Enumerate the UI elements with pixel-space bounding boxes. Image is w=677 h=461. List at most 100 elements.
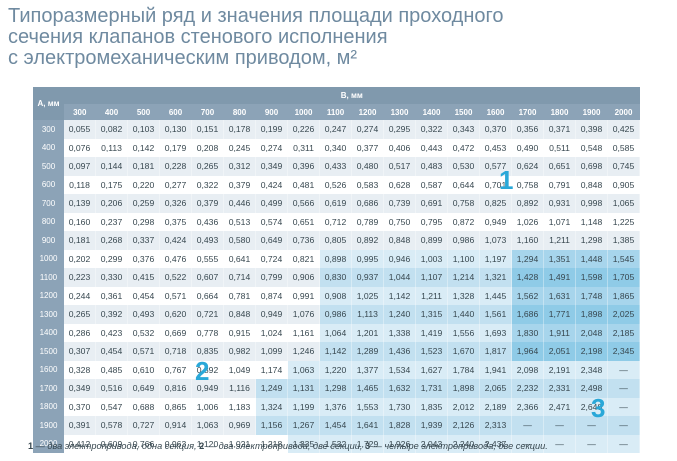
table-cell: 1,964	[511, 342, 544, 361]
table-cell: 0,175	[95, 175, 128, 194]
table-cell: 1,693	[479, 323, 512, 342]
table-cell: 0,805	[319, 231, 352, 250]
table-cell: 0,571	[127, 342, 160, 361]
table-cell: 1,598	[575, 268, 608, 287]
table-cell: 1,445	[479, 286, 512, 305]
title-line-1: Типоразмерный ряд и значения площади про…	[8, 5, 504, 27]
table-row: 2000 0,412 0,609 0,766 0,963 1,120 1,021 1,218 1…	[33, 434, 640, 453]
table-cell: 1,246	[287, 342, 320, 361]
table-cell: 0,490	[511, 138, 544, 157]
table-cell: 1,686	[511, 305, 544, 324]
table-cell: 0,443	[415, 138, 448, 157]
table-row: 1600 0,328 0,485 0,610 0,767 0,892 1,049 1,174 1…	[33, 360, 640, 379]
table-cell: 0,758	[511, 175, 544, 194]
table-cell: 1,553	[351, 397, 384, 416]
table-row: 1100 0,223 0,330 0,415 0,522 0,607 0,714 0,799 0…	[33, 268, 640, 287]
a-value-header: 1400	[33, 323, 64, 342]
table-cell: 0,356	[511, 120, 544, 139]
table-cell: 0,139	[64, 194, 96, 213]
table-cell: 0,766	[127, 434, 160, 453]
table-cell: 1,771	[543, 305, 576, 324]
table-cell: —	[543, 416, 576, 435]
table-cell: 0,228	[159, 157, 192, 176]
table-cell: 2,051	[543, 342, 576, 361]
table-cell: —	[607, 397, 640, 416]
table-cell: 0,113	[95, 138, 128, 157]
table-cell: 1,113	[351, 305, 384, 324]
table-cell: 2,498	[575, 379, 608, 398]
table-cell: 0,483	[415, 157, 448, 176]
b-value-header: 500	[127, 104, 160, 120]
a-value-header: 1700	[33, 379, 64, 398]
table-cell: —	[511, 416, 544, 435]
table-row: 1900 0,391 0,578 0,727 0,914 1,063 0,969 1,156 1…	[33, 416, 640, 435]
table-cell: 1,294	[511, 249, 544, 268]
table-cell: 0,312	[223, 157, 256, 176]
a-value-header: 1800	[33, 397, 64, 416]
table-row: 900 0,181 0,268 0,337 0,424 0,493 0,580 0,649 0,…	[33, 231, 640, 250]
table-cell: 1,562	[511, 286, 544, 305]
table-cell: 0,377	[351, 138, 384, 157]
table-cell: 0,698	[575, 157, 608, 176]
table-cell: 2,366	[511, 397, 544, 416]
table-cell: 0,949	[255, 305, 288, 324]
a-value-header: 1200	[33, 286, 64, 305]
a-value-header: 800	[33, 212, 64, 231]
table-cell: 1,211	[543, 231, 576, 250]
table-cell: 1,025	[351, 286, 384, 305]
table-cell: 0,436	[191, 212, 224, 231]
table-cell: 2,048	[575, 323, 608, 342]
b-value-header: 300	[64, 104, 96, 120]
table-cell: 0,178	[223, 120, 256, 139]
a-value-header: 1300	[33, 305, 64, 324]
table-cell: 0,899	[415, 231, 448, 250]
table-cell: —	[607, 434, 640, 453]
table-cell: 0,547	[95, 397, 128, 416]
table-cell: 1,174	[255, 360, 288, 379]
table-cell: 2,313	[479, 416, 512, 435]
table-cell: 1,491	[543, 268, 576, 287]
table-cell: 1,220	[319, 360, 352, 379]
a-value-header: 300	[33, 120, 64, 139]
table-cell: 0,892	[351, 231, 384, 250]
table-cell: 1,328	[447, 286, 480, 305]
table-cell: 0,151	[191, 120, 224, 139]
table-cell: 1,926	[383, 434, 416, 453]
table-cell: 2,345	[607, 342, 640, 361]
table-cell: 1,670	[447, 342, 480, 361]
table-cell: 0,376	[127, 249, 160, 268]
b-value-header: 1900	[575, 104, 608, 120]
table-row: 1700 0,349 0,516 0,649 0,816 0,949 1,116 1,249 1…	[33, 379, 640, 398]
b-value-header: 400	[95, 104, 128, 120]
table-cell: 0,379	[191, 194, 224, 213]
table-cell: 0,274	[351, 120, 384, 139]
table-row: 1000 0,202 0,299 0,376 0,476 0,555 0,641 0,724 0…	[33, 249, 640, 268]
table-cell: —	[575, 434, 608, 453]
table-cell: 0,969	[223, 416, 256, 435]
table-cell: 0,580	[223, 231, 256, 250]
table-cell: 0,915	[223, 323, 256, 342]
table-cell: —	[607, 360, 640, 379]
table-cell: 0,295	[383, 120, 416, 139]
table-cell: 0,620	[159, 305, 192, 324]
b-value-header: 600	[159, 104, 192, 120]
table-row: 400 0,076 0,113 0,142 0,179 0,208 0,245 0,274 0,…	[33, 138, 640, 157]
table-cell: 0,493	[127, 305, 160, 324]
table-cell: 1,941	[479, 360, 512, 379]
table-cell: 1,049	[223, 360, 256, 379]
table-cell: 0,946	[383, 249, 416, 268]
table-cell: 0,548	[575, 138, 608, 157]
table-cell: 0,516	[95, 379, 128, 398]
table-cell: 0,649	[255, 231, 288, 250]
table-cell: 0,628	[383, 175, 416, 194]
table-cell: 0,571	[159, 286, 192, 305]
table-cell: 0,848	[223, 305, 256, 324]
table-cell: 1,545	[607, 249, 640, 268]
table-cell: 0,727	[127, 416, 160, 435]
table-cell: 0,480	[351, 157, 384, 176]
table-cell: 0,865	[159, 397, 192, 416]
table-cell: 0,082	[95, 120, 128, 139]
table-cell: 1,211	[415, 286, 448, 305]
table-cell: 1,249	[255, 379, 288, 398]
table-cell: 0,274	[255, 138, 288, 157]
